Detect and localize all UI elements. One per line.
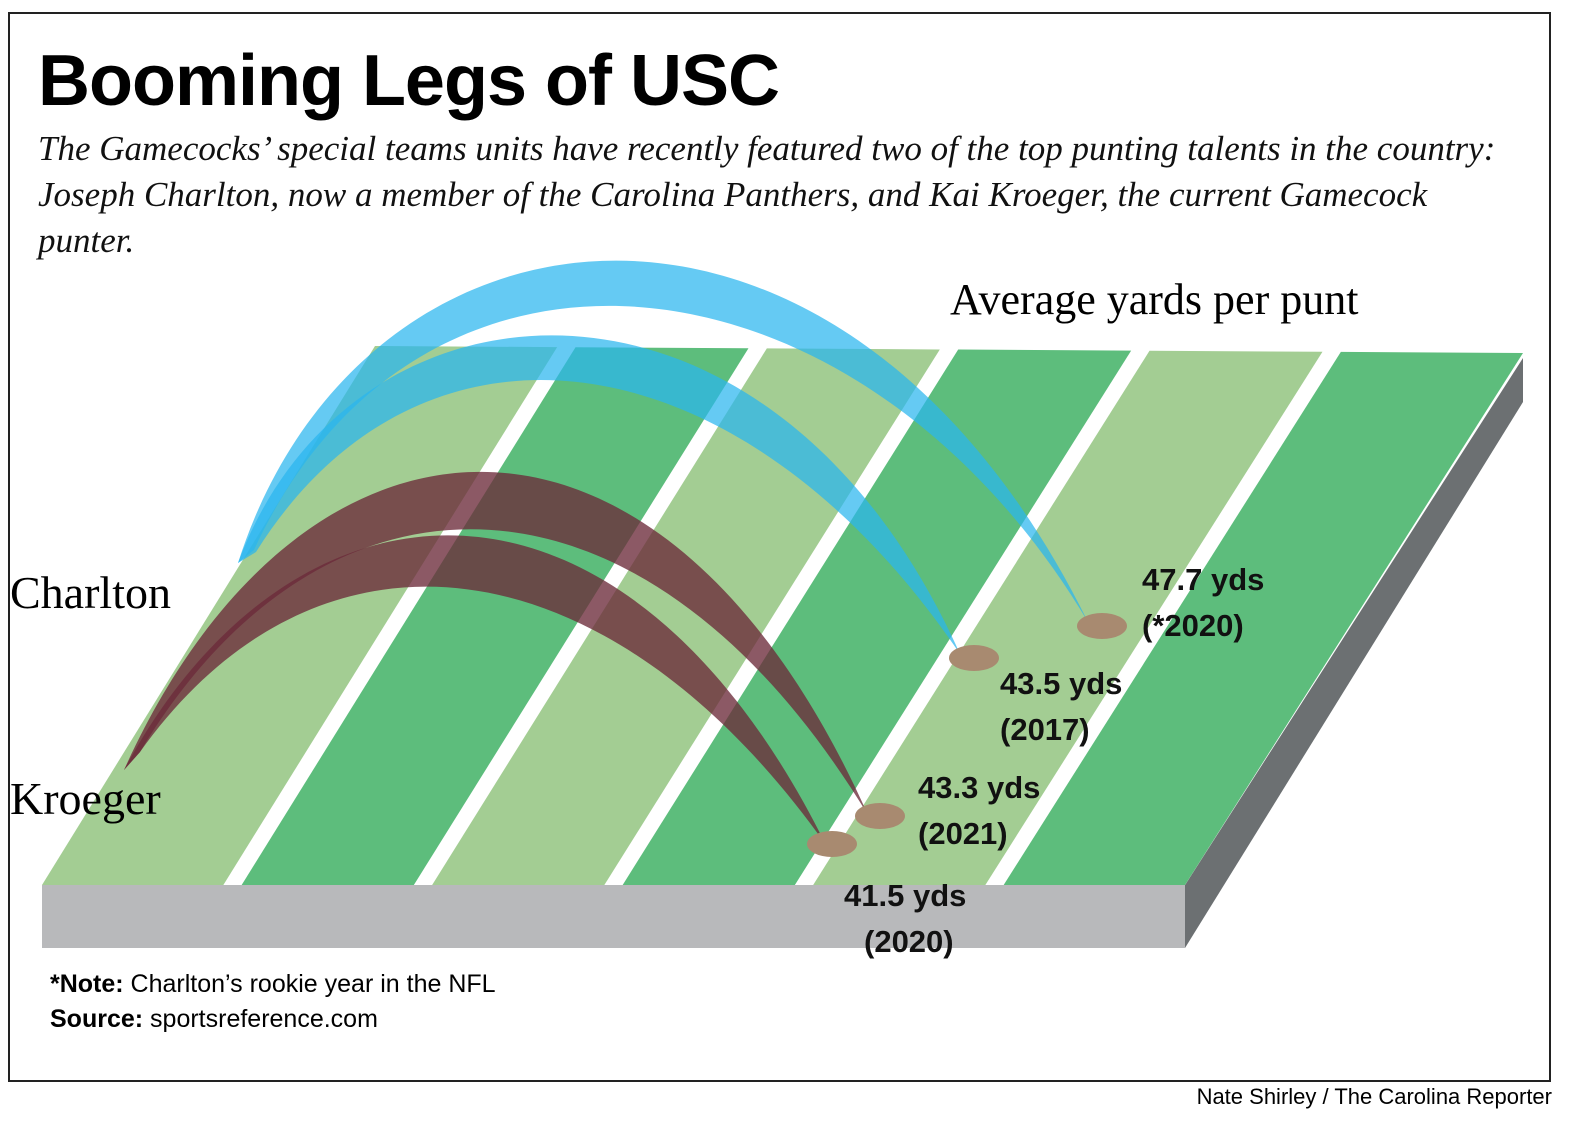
kroeger-arc-2021 (124, 471, 868, 815)
field-stripe (813, 350, 1323, 885)
metric-label: Average yards per punt (950, 275, 1358, 324)
source-label: Source: (50, 1005, 144, 1033)
credit-line: Nate Shirley / The Carolina Reporter (1196, 1084, 1552, 1109)
note-text: Charlton’s rookie year in the NFL (123, 970, 496, 998)
charlton-2017-landing-spot (949, 645, 999, 671)
graphic-frame (8, 12, 1551, 1082)
chart-subtitle: The Gamecocks’ special teams units have … (38, 129, 1496, 260)
field-front-face (42, 885, 1185, 948)
kroeger-2020-season: (2020) (864, 924, 954, 959)
charlton-2020-value: 47.7 yds (1142, 562, 1264, 597)
footnote: *Note: Charlton’s rookie year in the NFL (50, 970, 496, 999)
series-label-charlton: Charlton (10, 567, 171, 618)
kroeger-arc-2020 (124, 535, 826, 845)
punt-arcs (124, 260, 1088, 845)
charlton-2020-landing-spot (1077, 613, 1127, 639)
charlton-2017-value: 43.5 yds (1000, 666, 1122, 701)
source-text: sportsreference.com (143, 1005, 378, 1033)
source-line: Source: sportsreference.com (50, 1005, 378, 1034)
charlton-2017-season: (2017) (1000, 712, 1090, 747)
field-side-face (1185, 358, 1523, 948)
field-stripe (1003, 351, 1523, 885)
series-label-kroeger: Kroeger (10, 773, 161, 824)
field-stripe (241, 347, 749, 885)
chart-title: Booming Legs of USC (38, 41, 780, 121)
kroeger-2020-value: 41.5 yds (844, 878, 966, 913)
kroeger-2021-value: 43.3 yds (918, 770, 1040, 805)
kroeger-2020-landing-spot (807, 831, 857, 857)
note-label: *Note: (50, 970, 124, 998)
kroeger-2021-landing-spot (855, 803, 905, 829)
kroeger-2021-season: (2021) (918, 816, 1008, 851)
charlton-2020-season: (*2020) (1142, 608, 1244, 643)
